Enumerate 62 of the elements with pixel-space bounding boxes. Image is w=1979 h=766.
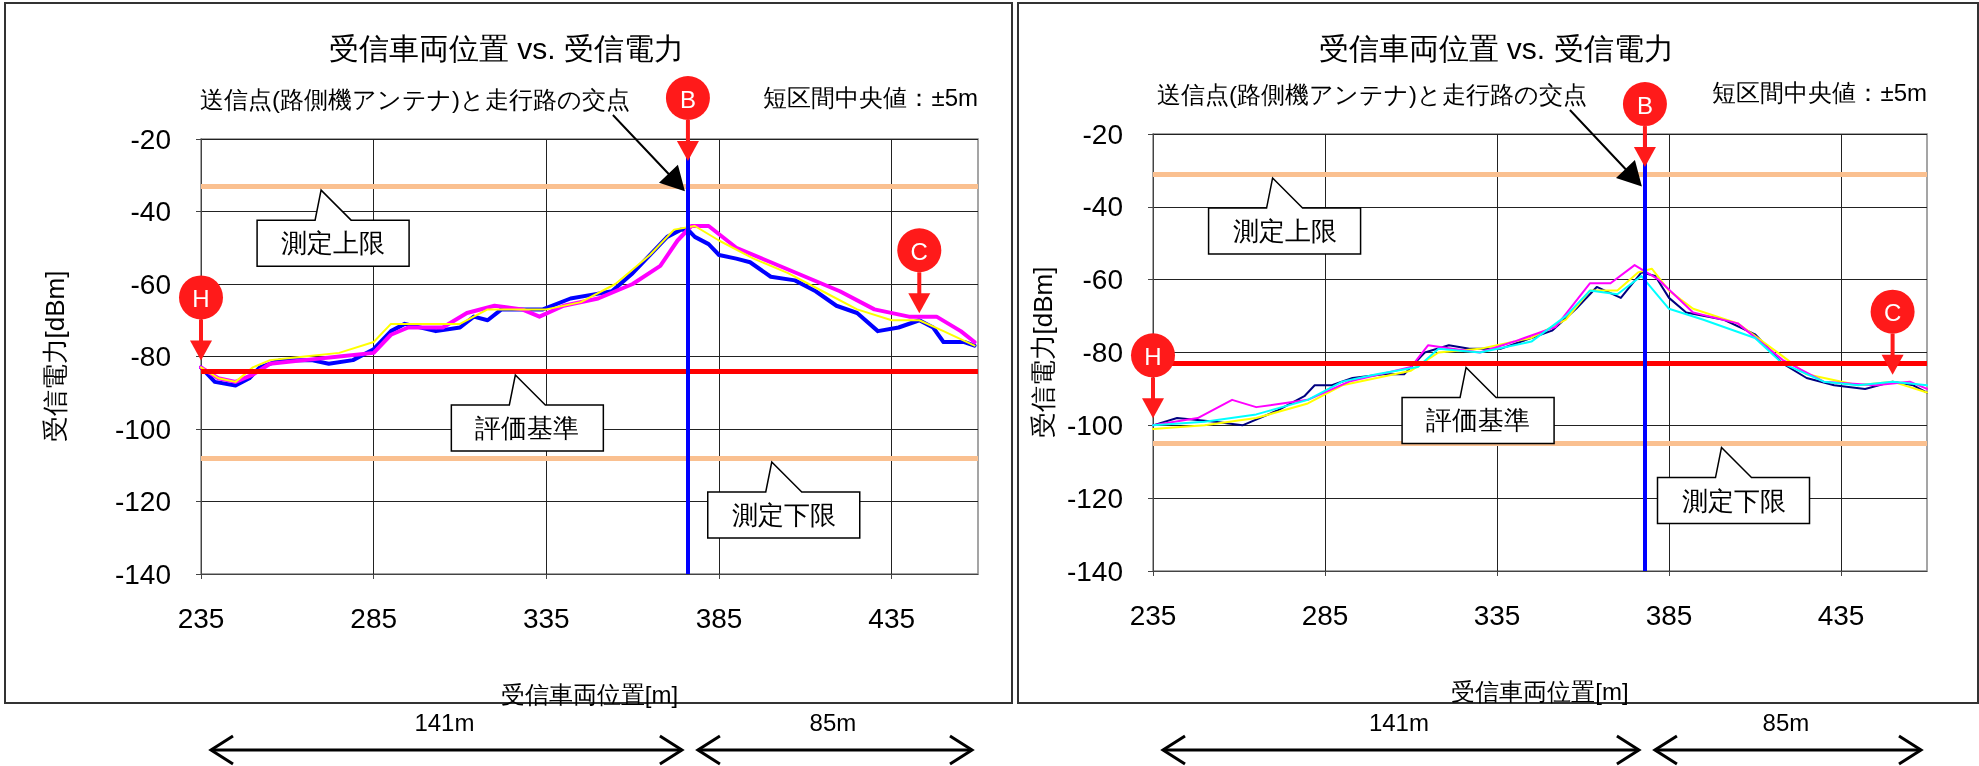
callout-box: 測定下限	[707, 460, 861, 539]
text: 141m	[1368, 708, 1429, 736]
callout-box: 評価基準	[450, 373, 605, 452]
y-tick-label: -140	[1066, 555, 1123, 587]
y-tick-label: -60	[130, 268, 171, 300]
x-axis-title: 受信車両位置[m]	[1451, 677, 1629, 705]
circle-badge: C	[1870, 289, 1915, 334]
y-tick-label: -80	[1082, 337, 1123, 368]
annotation: C	[1883, 299, 1902, 327]
ref-line-label: 測定上限	[281, 228, 386, 259]
text: 85m	[1762, 708, 1810, 736]
text: 短区間中央値：±5m	[1712, 78, 1927, 106]
x-tick-label: 435	[868, 602, 916, 634]
y-tick-label: -140	[114, 558, 171, 590]
y-tick-label: -20	[130, 123, 171, 155]
circle-badge: B	[665, 76, 710, 120]
y-tick-label: -100	[114, 413, 171, 445]
text: 141m	[414, 708, 475, 736]
y-axis-title: 受信電力[dBm]	[40, 270, 70, 443]
text: 85m	[809, 708, 857, 736]
x-tick-label: 385	[695, 602, 743, 634]
annotation: H	[192, 284, 210, 312]
y-tick-label: -100	[1066, 409, 1123, 441]
x-axis-title: 受信車両位置[m]	[500, 680, 679, 708]
y-tick-label: -60	[1082, 264, 1123, 296]
annotation: B	[1636, 91, 1653, 119]
ref-line-label: 測定下限	[731, 500, 836, 530]
x-tick-label: 385	[1645, 599, 1693, 631]
x-tick-label: 235	[1129, 599, 1177, 631]
callout-box: 測定上限	[256, 188, 410, 267]
annotation: C	[910, 237, 928, 265]
annotation: H	[1144, 342, 1162, 370]
chart-title: 受信車両位置 vs. 受信電力	[1318, 31, 1674, 65]
y-tick-label: -20	[1082, 118, 1123, 150]
y-tick-label: -40	[1082, 191, 1123, 223]
annotation: B	[679, 85, 696, 113]
callout-box: 測定上限	[1207, 176, 1362, 255]
callout-box: 評価基準	[1401, 365, 1555, 445]
x-tick-label: 285	[350, 602, 398, 634]
ref-line-label: 測定下限	[1681, 485, 1786, 516]
ref-line-label: 評価基準	[475, 413, 580, 443]
y-axis-title: 受信電力[dBm]	[1028, 266, 1059, 439]
ref-line-label: 送信点(路側機アンテナ)と走行路の交点	[1156, 80, 1587, 108]
y-tick-label: -80	[130, 341, 171, 372]
y-tick-label: -120	[114, 486, 171, 517]
ref-line-label: 送信点(路側機アンテナ)と走行路の交点	[199, 85, 630, 113]
circle-badge: B	[1622, 82, 1667, 127]
circle-badge: C	[897, 228, 942, 273]
circle-badge: H	[1131, 333, 1175, 378]
x-tick-label: 285	[1301, 599, 1349, 631]
x-tick-label: 335	[1473, 599, 1521, 631]
chart-title: 受信車両位置 vs. 受信電力	[328, 31, 685, 65]
text: 短区間中央値：±5m	[763, 83, 978, 111]
circle-badge: H	[179, 275, 223, 320]
y-tick-label: -40	[130, 196, 171, 227]
ref-line-label: 測定上限	[1232, 216, 1337, 247]
x-tick-label: 335	[522, 602, 570, 634]
ref-line-label: 評価基準	[1426, 405, 1531, 436]
y-tick-label: -120	[1066, 482, 1123, 514]
x-tick-label: 435	[1817, 599, 1865, 631]
callout-box: 測定下限	[1656, 446, 1811, 525]
x-tick-label: 235	[177, 602, 225, 634]
